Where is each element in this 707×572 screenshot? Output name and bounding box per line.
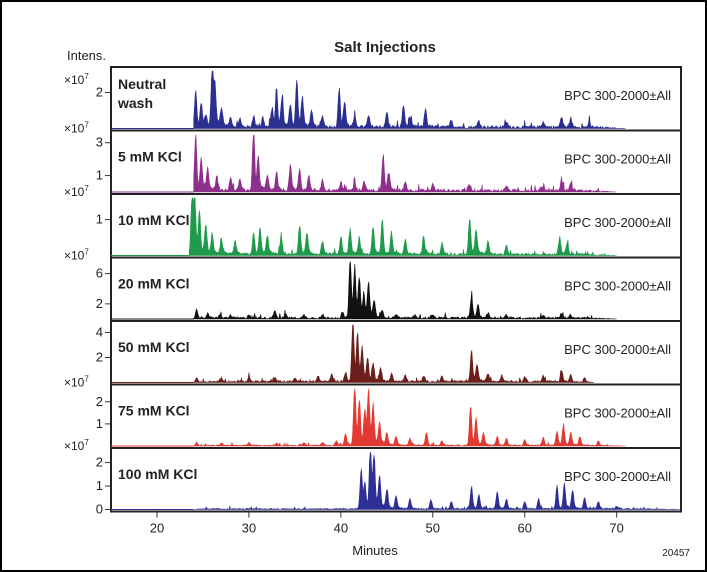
y-tick-label: 1 (96, 416, 103, 431)
trace-label: BPC 300-2000±All (564, 279, 671, 294)
x-tick-label: 60 (517, 521, 531, 536)
chart-title: Salt Injections (334, 39, 436, 56)
y-tick-label: 4 (96, 325, 103, 340)
panel-7: 0 1 2 ×107 100 mM KCl BPC 300-2000±All (64, 438, 682, 517)
panel-name: 20 mM KCl (118, 276, 190, 292)
panel-5: 2 4 50 mM KCl BPC 300-2000±All (96, 320, 682, 386)
x-tick-label: 50 (426, 521, 440, 536)
y-units-label: Intens. (67, 48, 106, 63)
y-exponent-label: ×107 (64, 248, 89, 263)
trace-4 (193, 261, 617, 320)
panel-name: 50 mM KCl (118, 339, 190, 355)
y-exponent-label: ×107 (64, 72, 89, 87)
trace-label: BPC 300-2000±All (564, 406, 671, 421)
y-exponent-power: 7 (84, 72, 89, 81)
y-exponent-label: ×107 (64, 121, 89, 136)
y-exponent-power: 7 (84, 184, 89, 193)
trace-1 (193, 70, 626, 130)
y-tick-label: 1 (96, 212, 103, 227)
x-tick-label: 40 (334, 521, 348, 536)
trace-3 (188, 197, 617, 257)
y-tick-label: 2 (96, 85, 103, 100)
y-exponent-base: ×10 (64, 249, 85, 263)
panel-frame (110, 447, 682, 513)
trace-label: BPC 300-2000±All (564, 469, 671, 484)
x-tick-label: 70 (609, 521, 623, 536)
y-tick-label: 1 (96, 168, 103, 183)
trace-label: BPC 300-2000±All (564, 88, 671, 103)
y-tick-label: 2 (96, 296, 103, 311)
panel-name: 100 mM KCl (118, 466, 197, 482)
trace-label: BPC 300-2000±All (564, 215, 671, 230)
panel-4: 2 6 ×107 20 mM KCl BPC 300-2000±All (64, 248, 682, 322)
y-tick-label: 2 (96, 455, 103, 470)
panel-name: 75 mM KCl (118, 403, 190, 419)
y-exponent-power: 7 (84, 438, 89, 447)
x-tick-label: 30 (242, 521, 256, 536)
trace-2 (193, 134, 617, 193)
y-exponent-base: ×10 (64, 122, 85, 136)
panel-name: Neutral (118, 76, 166, 92)
y-exponent-base: ×10 (64, 376, 85, 390)
y-exponent-power: 7 (84, 375, 89, 384)
trace-label: BPC 300-2000±All (564, 342, 671, 357)
y-exponent-power: 7 (84, 248, 89, 257)
trace-6 (193, 388, 626, 447)
figure-id: 20457 (662, 548, 690, 559)
y-tick-label: 6 (96, 266, 103, 281)
y-exponent-label: ×107 (64, 184, 89, 199)
y-exponent-label: ×107 (64, 375, 89, 390)
x-axis: 20 30 40 50 60 70 (150, 511, 624, 536)
panel-name: wash (117, 95, 153, 111)
panel-name: 10 mM KCl (118, 212, 190, 228)
y-exponent-base: ×10 (64, 185, 85, 199)
y-tick-label: 1 (96, 478, 103, 493)
x-axis-label: Minutes (352, 543, 398, 558)
trace-7 (193, 451, 681, 510)
y-tick-label: 2 (96, 394, 103, 409)
y-exponent-base: ×10 (64, 439, 85, 453)
y-tick-label: 3 (96, 135, 103, 150)
y-tick-label: 2 (96, 350, 103, 365)
trace-5 (193, 324, 594, 384)
y-exponent-label: ×107 (64, 438, 89, 453)
y-exponent-power: 7 (84, 121, 89, 130)
x-tick-label: 20 (150, 521, 164, 536)
y-tick-label: 0 (96, 502, 103, 517)
trace-label: BPC 300-2000±All (564, 152, 671, 167)
y-exponent-base: ×10 (64, 73, 85, 87)
panel-name: 5 mM KCl (118, 149, 182, 165)
